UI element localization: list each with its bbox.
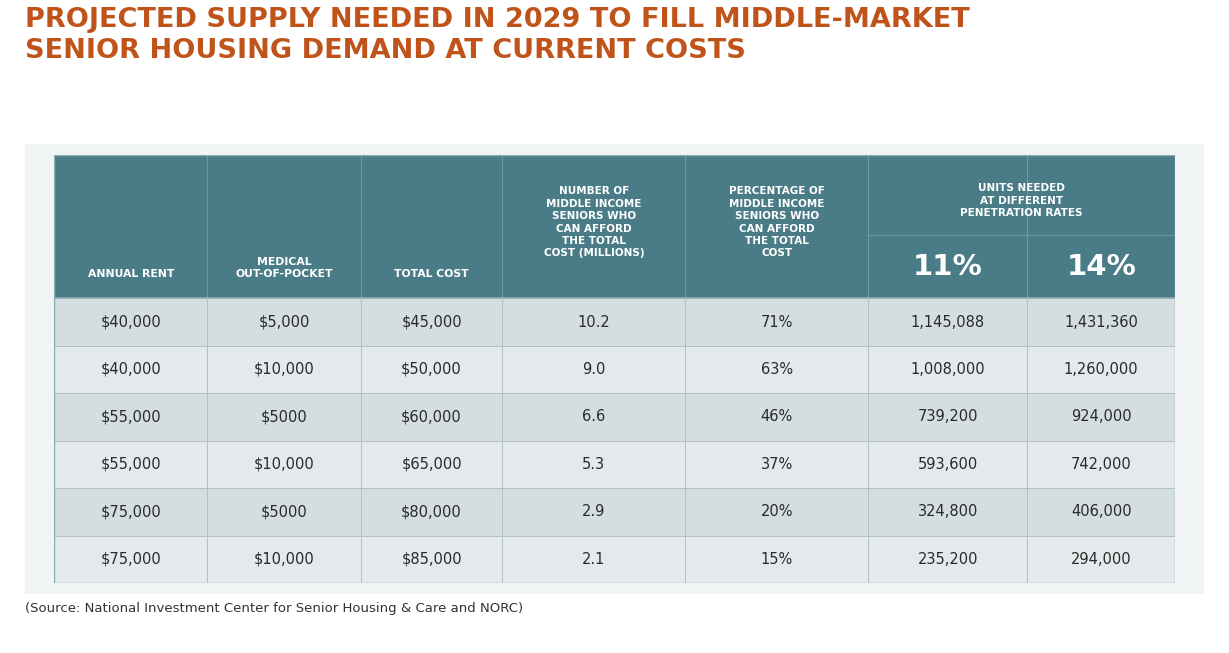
Text: 294,000: 294,000	[1070, 552, 1132, 567]
Text: TOTAL COST: TOTAL COST	[395, 269, 469, 279]
Text: 406,000: 406,000	[1070, 504, 1132, 519]
FancyBboxPatch shape	[54, 393, 1175, 441]
Text: 37%: 37%	[761, 457, 793, 472]
Text: 593,600: 593,600	[918, 457, 978, 472]
Text: $75,000: $75,000	[101, 552, 161, 567]
Text: $85,000: $85,000	[402, 552, 462, 567]
Text: $5000: $5000	[261, 504, 307, 519]
Text: $60,000: $60,000	[401, 409, 462, 424]
FancyBboxPatch shape	[54, 155, 1175, 298]
Text: 739,200: 739,200	[918, 409, 978, 424]
Text: 20%: 20%	[761, 504, 793, 519]
Text: 2.9: 2.9	[583, 504, 606, 519]
Text: 71%: 71%	[761, 315, 793, 330]
Text: $10,000: $10,000	[253, 457, 315, 472]
Text: 1,431,360: 1,431,360	[1064, 315, 1138, 330]
Text: 11%: 11%	[913, 253, 983, 281]
FancyBboxPatch shape	[54, 488, 1175, 535]
Text: UNITS NEEDED
AT DIFFERENT
PENETRATION RATES: UNITS NEEDED AT DIFFERENT PENETRATION RA…	[960, 183, 1083, 218]
FancyBboxPatch shape	[54, 298, 1175, 345]
Text: (Source: National Investment Center for Senior Housing & Care and NORC): (Source: National Investment Center for …	[25, 602, 522, 615]
Text: PERCENTAGE OF
MIDDLE INCOME
SENIORS WHO
CAN AFFORD
THE TOTAL
COST: PERCENTAGE OF MIDDLE INCOME SENIORS WHO …	[729, 186, 825, 259]
Text: 5.3: 5.3	[583, 457, 606, 472]
Text: 6.6: 6.6	[583, 409, 606, 424]
Text: 324,800: 324,800	[918, 504, 978, 519]
Text: $45,000: $45,000	[402, 315, 462, 330]
Text: $10,000: $10,000	[253, 552, 315, 567]
FancyBboxPatch shape	[25, 144, 1204, 594]
Text: 1,008,000: 1,008,000	[911, 362, 986, 377]
Text: 46%: 46%	[761, 409, 793, 424]
Text: 15%: 15%	[761, 552, 793, 567]
Text: 1,260,000: 1,260,000	[1064, 362, 1138, 377]
Text: $55,000: $55,000	[101, 457, 161, 472]
FancyBboxPatch shape	[54, 535, 1175, 583]
Text: 235,200: 235,200	[918, 552, 978, 567]
Text: $50,000: $50,000	[401, 362, 462, 377]
Text: $55,000: $55,000	[101, 409, 161, 424]
Text: ANNUAL RENT: ANNUAL RENT	[87, 269, 175, 279]
Text: 742,000: 742,000	[1070, 457, 1132, 472]
Text: $75,000: $75,000	[101, 504, 161, 519]
Text: 1,145,088: 1,145,088	[911, 315, 984, 330]
FancyBboxPatch shape	[54, 345, 1175, 393]
Text: $10,000: $10,000	[253, 362, 315, 377]
Text: $5000: $5000	[261, 409, 307, 424]
Text: 924,000: 924,000	[1070, 409, 1132, 424]
Text: PROJECTED SUPPLY NEEDED IN 2029 TO FILL MIDDLE-MARKET
SENIOR HOUSING DEMAND AT C: PROJECTED SUPPLY NEEDED IN 2029 TO FILL …	[25, 7, 970, 63]
Text: 2.1: 2.1	[583, 552, 606, 567]
Text: $65,000: $65,000	[402, 457, 462, 472]
FancyBboxPatch shape	[54, 441, 1175, 488]
Text: $5,000: $5,000	[258, 315, 310, 330]
Text: 10.2: 10.2	[578, 315, 611, 330]
Text: $80,000: $80,000	[401, 504, 462, 519]
Text: 9.0: 9.0	[583, 362, 606, 377]
Text: $40,000: $40,000	[101, 362, 161, 377]
Text: NUMBER OF
MIDDLE INCOME
SENIORS WHO
CAN AFFORD
THE TOTAL
COST (MILLIONS): NUMBER OF MIDDLE INCOME SENIORS WHO CAN …	[543, 186, 644, 259]
Text: $40,000: $40,000	[101, 315, 161, 330]
Text: 14%: 14%	[1067, 253, 1136, 281]
Text: 63%: 63%	[761, 362, 793, 377]
Text: MEDICAL
OUT-OF-POCKET: MEDICAL OUT-OF-POCKET	[236, 257, 333, 279]
